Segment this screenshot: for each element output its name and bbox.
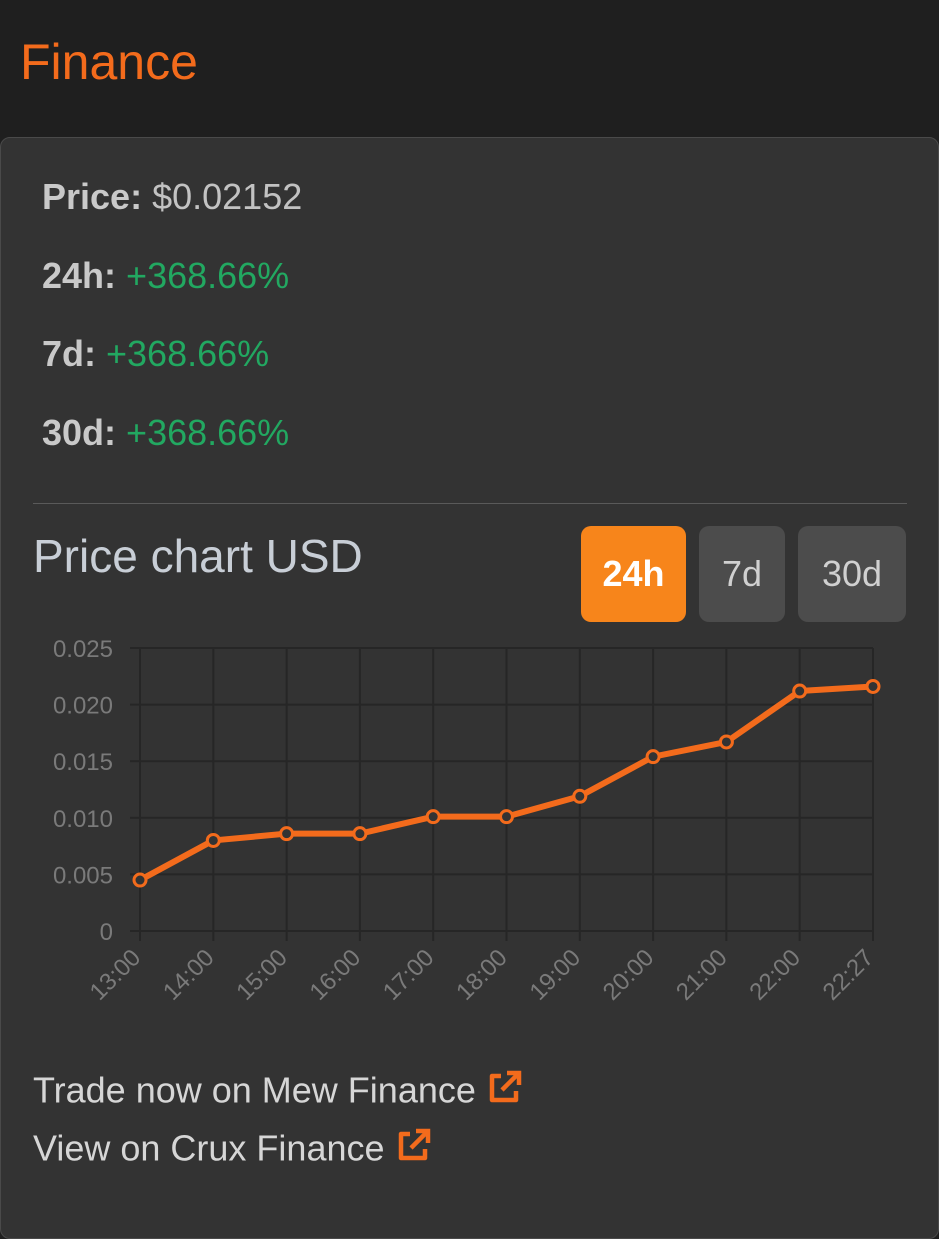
x-tick-label: 14:00	[158, 944, 220, 1006]
change-24h-row: 24h: +368.66%	[42, 254, 289, 298]
chart-title: Price chart USD	[33, 530, 363, 582]
range-button-30d[interactable]: 30d	[798, 526, 906, 622]
x-tick-label: 16:00	[305, 944, 367, 1006]
x-tick-label: 19:00	[524, 944, 586, 1006]
divider	[33, 503, 907, 504]
external-link-icon	[393, 1126, 433, 1176]
y-tick-label: 0.015	[53, 749, 113, 776]
y-tick-label: 0.025	[53, 636, 113, 663]
data-point	[792, 683, 808, 699]
trade-mew-finance-link[interactable]: Trade now on Mew Finance	[33, 1068, 524, 1118]
y-tick-label: 0.010	[53, 806, 113, 833]
change-30d-value: +368.66%	[126, 412, 290, 453]
x-tick-label: 22:27	[818, 944, 880, 1006]
x-tick-label: 20:00	[598, 944, 660, 1006]
change-7d-row: 7d: +368.66%	[42, 332, 269, 376]
data-point	[718, 734, 734, 750]
data-point	[352, 826, 368, 842]
x-tick-label: 15:00	[231, 944, 293, 1006]
x-tick-label: 21:00	[671, 944, 733, 1006]
range-button-7d[interactable]: 7d	[699, 526, 785, 622]
data-point	[425, 809, 441, 825]
app-header: Finance	[0, 0, 939, 120]
change-24h-label: 24h:	[42, 255, 117, 296]
price-value: $0.02152	[152, 176, 303, 217]
data-point	[572, 788, 588, 804]
data-point	[132, 872, 148, 888]
change-7d-value: +368.66%	[106, 333, 270, 374]
x-tick-label: 18:00	[451, 944, 513, 1006]
y-tick-label: 0.005	[53, 862, 113, 889]
change-7d-label: 7d:	[42, 333, 96, 374]
finance-card: Price: $0.02152 24h: +368.66% 7d: +368.6…	[0, 137, 939, 1239]
view-crux-finance-link[interactable]: View on Crux Finance	[33, 1126, 433, 1176]
trade-link-label: Trade now on Mew Finance	[33, 1069, 476, 1111]
x-tick-label: 17:00	[378, 944, 440, 1006]
data-point	[499, 809, 514, 825]
data-point	[205, 832, 221, 848]
x-tick-label: 13:00	[85, 944, 147, 1006]
change-30d-label: 30d:	[42, 412, 117, 453]
page-title: Finance	[20, 34, 198, 90]
change-24h-value: +368.66%	[126, 255, 290, 296]
data-point	[645, 749, 661, 765]
range-button-24h[interactable]: 24h	[581, 526, 686, 622]
change-30d-row: 30d: +368.66%	[42, 411, 289, 455]
data-point	[279, 826, 295, 842]
price-row: Price: $0.02152	[42, 175, 302, 219]
view-link-label: View on Crux Finance	[33, 1127, 385, 1169]
price-line-chart: 0.025 0.020 0.015 0.010 0.005 013:00 14:00 15:0…	[53, 636, 881, 1006]
data-point	[865, 678, 881, 694]
external-link-icon	[484, 1068, 524, 1118]
x-tick-label: 22:00	[744, 944, 806, 1006]
price-label: Price:	[42, 176, 143, 217]
y-tick-label: 0.020	[53, 693, 113, 720]
y-tick-label: 0	[100, 919, 113, 946]
